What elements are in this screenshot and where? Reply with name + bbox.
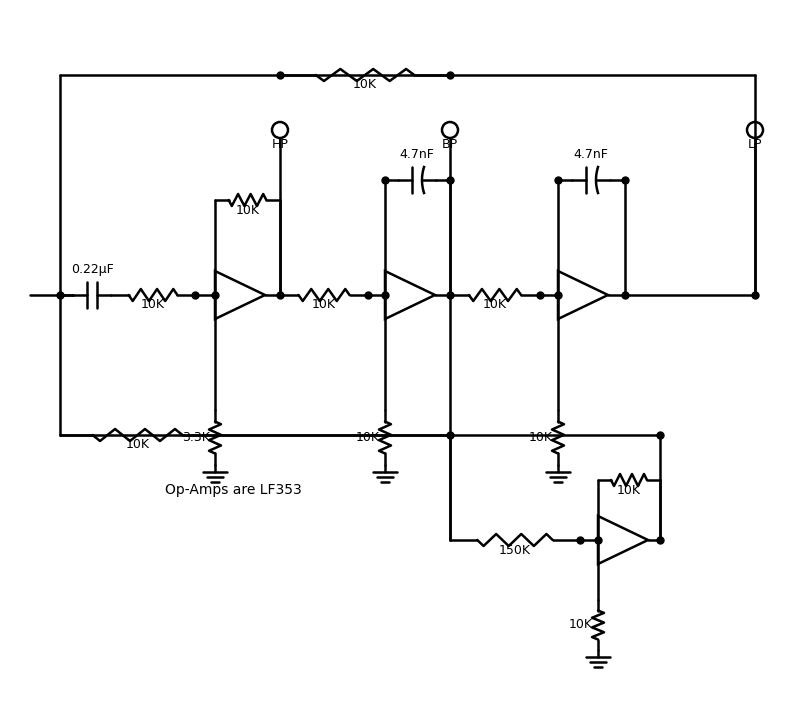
Text: 4.7nF: 4.7nF — [574, 148, 609, 161]
Text: 10K: 10K — [529, 431, 553, 444]
Text: BP: BP — [442, 137, 458, 150]
Text: 10K: 10K — [235, 204, 259, 217]
Text: 150K: 150K — [499, 544, 531, 557]
Text: 10K: 10K — [569, 619, 593, 632]
Text: 10K: 10K — [353, 79, 377, 92]
Text: 10K: 10K — [141, 298, 165, 311]
Text: LP: LP — [748, 137, 762, 150]
Text: Op-Amps are LF353: Op-Amps are LF353 — [165, 483, 302, 497]
Text: 10K: 10K — [312, 298, 336, 311]
Text: 4.7nF: 4.7nF — [399, 148, 434, 161]
Text: 10K: 10K — [483, 298, 507, 311]
Text: 0.22μF: 0.22μF — [70, 263, 114, 276]
Text: 10K: 10K — [126, 438, 150, 451]
Text: 10K: 10K — [356, 431, 380, 444]
Text: 10K: 10K — [617, 484, 641, 497]
Text: 3.3K: 3.3K — [182, 431, 210, 444]
Text: HP: HP — [271, 137, 289, 150]
